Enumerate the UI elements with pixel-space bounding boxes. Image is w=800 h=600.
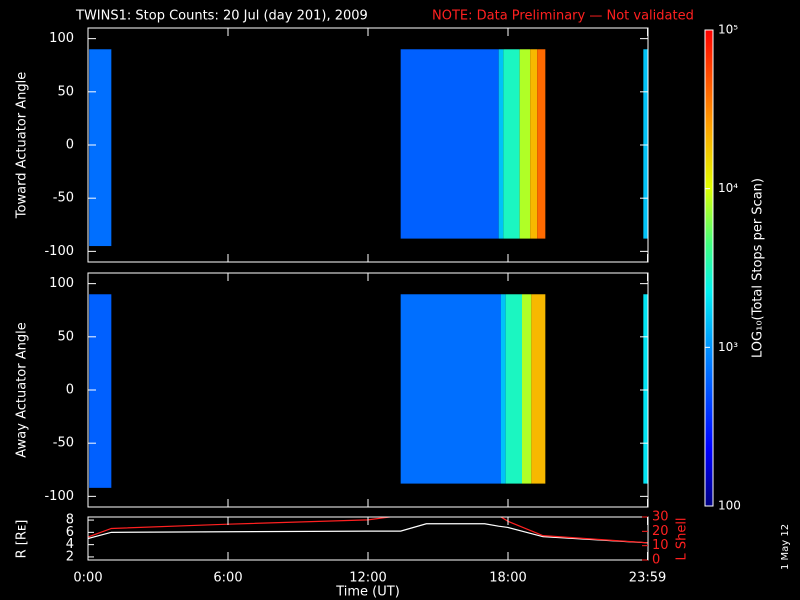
x-tick-label: 12:00 xyxy=(349,571,386,586)
spectrogram-cell xyxy=(89,294,112,488)
y-axis-label: Away Actuator Angle xyxy=(15,322,30,457)
y-tick-label: 6 xyxy=(66,525,74,540)
spectrogram-cell xyxy=(503,49,520,239)
y-tick-label: 8 xyxy=(66,513,74,528)
x-tick-label: 23:59 xyxy=(629,571,666,586)
y-tick-label: 0 xyxy=(66,138,74,153)
y-tick-label: 100 xyxy=(49,276,74,291)
date-stamp: 1 May 12 xyxy=(780,524,791,570)
y2-tick-label: 0 xyxy=(652,553,660,568)
colorbar xyxy=(704,29,714,507)
spectrogram-cell xyxy=(537,49,546,239)
y-tick-label: 0 xyxy=(66,383,74,398)
note: NOTE: Data Preliminary — Not validated xyxy=(432,9,694,24)
colorbar-tick-label: 10⁵ xyxy=(718,23,738,37)
spectrogram-cell xyxy=(519,49,531,239)
y-tick-label: -50 xyxy=(53,191,74,206)
y-axis-label: Toward Actuator Angle xyxy=(15,72,30,219)
y-tick-label: 4 xyxy=(66,537,74,552)
y-tick-label: 100 xyxy=(49,31,74,46)
spectrogram-cell xyxy=(400,294,501,484)
colorbar-tick-label: 10³ xyxy=(718,340,738,354)
line-series xyxy=(88,523,648,544)
spectrogram-cell xyxy=(530,49,538,239)
spectrogram-cell xyxy=(522,294,532,484)
spectrogram-cell xyxy=(643,49,648,239)
x-tick-label: 0:00 xyxy=(73,571,102,586)
colorbar-label: LOG₁₀(Total Stops per Scan) xyxy=(751,178,766,358)
chart-title: TWINS1: Stop Counts: 20 Jul (day 201), 2… xyxy=(75,9,368,24)
y-tick-label: -50 xyxy=(53,436,74,451)
spectrogram-cell xyxy=(89,49,112,247)
y-tick-label: 50 xyxy=(57,329,74,344)
spectrogram-cell xyxy=(643,294,648,484)
y2-tick-label: 30 xyxy=(652,510,669,525)
y-tick-label: -100 xyxy=(44,489,74,504)
spectrogram-cell xyxy=(531,294,546,484)
y-tick-label: 50 xyxy=(57,84,74,99)
y-tick-label: 2 xyxy=(66,549,74,564)
spectrogram-cell xyxy=(400,49,499,239)
y2-tick-label: 10 xyxy=(652,538,669,553)
spectrogram-cell xyxy=(498,49,504,239)
y2-axis-label: L Shell xyxy=(675,517,690,560)
y-axis-label: R [Rᴇ] xyxy=(15,520,30,559)
y2-tick-label: 20 xyxy=(652,524,669,539)
spectrogram-cell xyxy=(501,294,506,484)
spectrogram-cell xyxy=(505,294,522,484)
colorbar-tick-label: 10⁴ xyxy=(718,181,738,195)
x-tick-label: 6:00 xyxy=(213,571,242,586)
x-axis-label: Time (UT) xyxy=(335,585,400,600)
colorbar-tick-label: 100 xyxy=(718,499,741,513)
x-tick-label: 18:00 xyxy=(489,571,526,586)
y-tick-label: -100 xyxy=(44,244,74,259)
